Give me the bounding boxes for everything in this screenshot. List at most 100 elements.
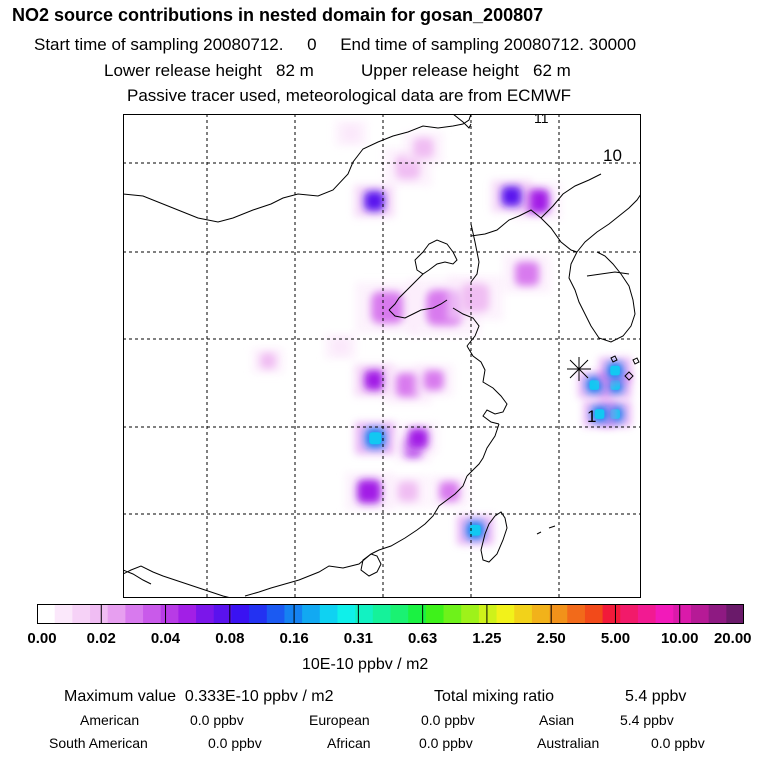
colorbar-swatch — [213, 604, 232, 624]
plume-core — [423, 370, 444, 391]
lower-value: 82 m — [276, 61, 314, 80]
colorbar-tick-label: 2.50 — [536, 630, 566, 647]
colorbar-swatch — [443, 604, 462, 624]
colorbar-swatch — [425, 604, 445, 624]
source-value-south-american: 0.0 ppbv — [208, 735, 262, 751]
plume-hotspot — [369, 432, 382, 445]
max-value: 0.333E-10 ppbv / m2 — [184, 688, 334, 705]
colorbar — [37, 604, 744, 624]
colorbar-tick-label: 0.04 — [150, 630, 181, 647]
colorbar-swatch — [637, 604, 657, 624]
colorbar-swatch — [372, 604, 391, 624]
colorbar-tick-label: 20.00 — [713, 630, 752, 647]
colorbar-tick-label: 0.31 — [343, 630, 373, 647]
source-value-african: 0.0 ppbv — [419, 735, 473, 751]
colorbar-tick-label: 0.00 — [27, 630, 57, 647]
source-value-asian: 5.4 ppbv — [620, 712, 674, 728]
plume-core — [342, 125, 359, 142]
colorbar-swatch — [655, 604, 674, 624]
colorbar-swatch — [302, 604, 321, 624]
source-name-african: African — [327, 735, 371, 751]
colorbar-swatch — [390, 604, 409, 624]
colorbar-swatch — [196, 604, 215, 624]
coastlines — [123, 114, 641, 598]
plume-core — [461, 283, 490, 312]
plume-core — [371, 291, 404, 324]
gosan-station-marker — [567, 357, 591, 381]
plume-core — [439, 481, 460, 502]
tracer-note: Passive tracer used, meteorological data… — [127, 86, 572, 105]
colorbar-swatch — [72, 604, 91, 624]
colorbar-tick-label: 0.08 — [215, 630, 245, 647]
colorbar-swatch — [673, 604, 692, 624]
source-name-european: European — [309, 712, 370, 728]
start-label: Start time of sampling 20080712. — [34, 35, 284, 54]
colorbar-swatch — [143, 604, 162, 624]
release-height-line: Lower release height 82 m Upper release … — [104, 61, 571, 81]
colorbar-swatch — [319, 604, 338, 624]
colorbar-tick-label: 1.25 — [472, 630, 502, 647]
colorbar-tick-label: 5.00 — [600, 630, 631, 647]
colorbar-swatch — [355, 604, 374, 624]
map-panel: 10 1 11 — [123, 114, 641, 598]
plume-core — [260, 352, 277, 369]
colorbar-swatch — [514, 604, 533, 624]
colorbar-swatch — [160, 604, 179, 624]
source-value-australian: 0.0 ppbv — [651, 735, 705, 751]
concentration-plumes — [252, 120, 632, 545]
colorbar-frame — [37, 604, 744, 624]
total-mixing-row: Total mixing ratio — [434, 688, 554, 706]
colorbar-unit: 10E-10 ppbv / m2 — [302, 656, 429, 673]
plume-core — [364, 370, 385, 391]
max-value-row: Maximum value 0.333E-10 ppbv / m2 — [64, 688, 333, 706]
map-frame — [123, 114, 641, 598]
top-edge-label: 11 — [534, 114, 549, 126]
colorbar-swatch — [54, 604, 73, 624]
total-label: Total mixing ratio — [434, 688, 555, 705]
plume-core — [332, 338, 349, 355]
plume-core — [364, 191, 385, 212]
colorbar-swatch — [602, 604, 621, 624]
end-label: End time of sampling 20080712. 30000 — [340, 35, 637, 54]
plume-hotspot — [610, 365, 620, 376]
plume-core — [501, 186, 522, 207]
lower-label: Lower release height — [104, 61, 262, 80]
colorbar-swatch — [496, 604, 515, 624]
contour-label-1: 1 — [587, 407, 596, 426]
colorbar-swatch — [178, 604, 197, 624]
sampling-time-line: Start time of sampling 20080712. 0 End t… — [34, 35, 636, 55]
contour-label-10: 10 — [603, 146, 622, 165]
colorbar-swatch — [620, 604, 639, 624]
plume-core — [515, 261, 540, 286]
colorbar-tick-label: 0.63 — [408, 630, 438, 647]
source-value-european: 0.0 ppbv — [421, 712, 475, 728]
colorbar-swatch — [249, 604, 268, 624]
colorbar-swatch — [408, 604, 427, 624]
upper-label: Upper release height — [361, 61, 519, 80]
start-value: 0 — [307, 35, 317, 54]
colorbar-swatch — [107, 604, 126, 624]
colorbar-tick-label: 10.00 — [660, 630, 699, 647]
colorbar-swatch — [531, 604, 551, 624]
source-name-asian: Asian — [539, 712, 575, 728]
colorbar-swatch — [284, 604, 303, 624]
source-name-south-american: South American — [49, 735, 148, 751]
colorbar-swatch — [125, 604, 144, 624]
colorbar-swatch — [567, 604, 586, 624]
upper-value: 62 m — [533, 61, 571, 80]
colorbar-swatch — [549, 604, 568, 624]
colorbar-swatch — [266, 604, 285, 624]
total-value: 5.4 ppbv — [625, 688, 687, 705]
colorbar-swatch — [708, 604, 727, 624]
colorbar-swatch — [690, 604, 710, 624]
plume-core — [413, 137, 434, 158]
colorbar-swatch — [584, 604, 604, 624]
plume-hotspot — [589, 380, 600, 390]
plume-hotspot — [469, 524, 481, 536]
source-name-australian: Australian — [537, 735, 600, 751]
max-label: Maximum value — [64, 688, 177, 705]
plume-core — [357, 479, 382, 504]
colorbar-swatch — [37, 604, 56, 624]
colorbar-swatch — [90, 604, 109, 624]
colorbar-swatch — [726, 604, 744, 624]
